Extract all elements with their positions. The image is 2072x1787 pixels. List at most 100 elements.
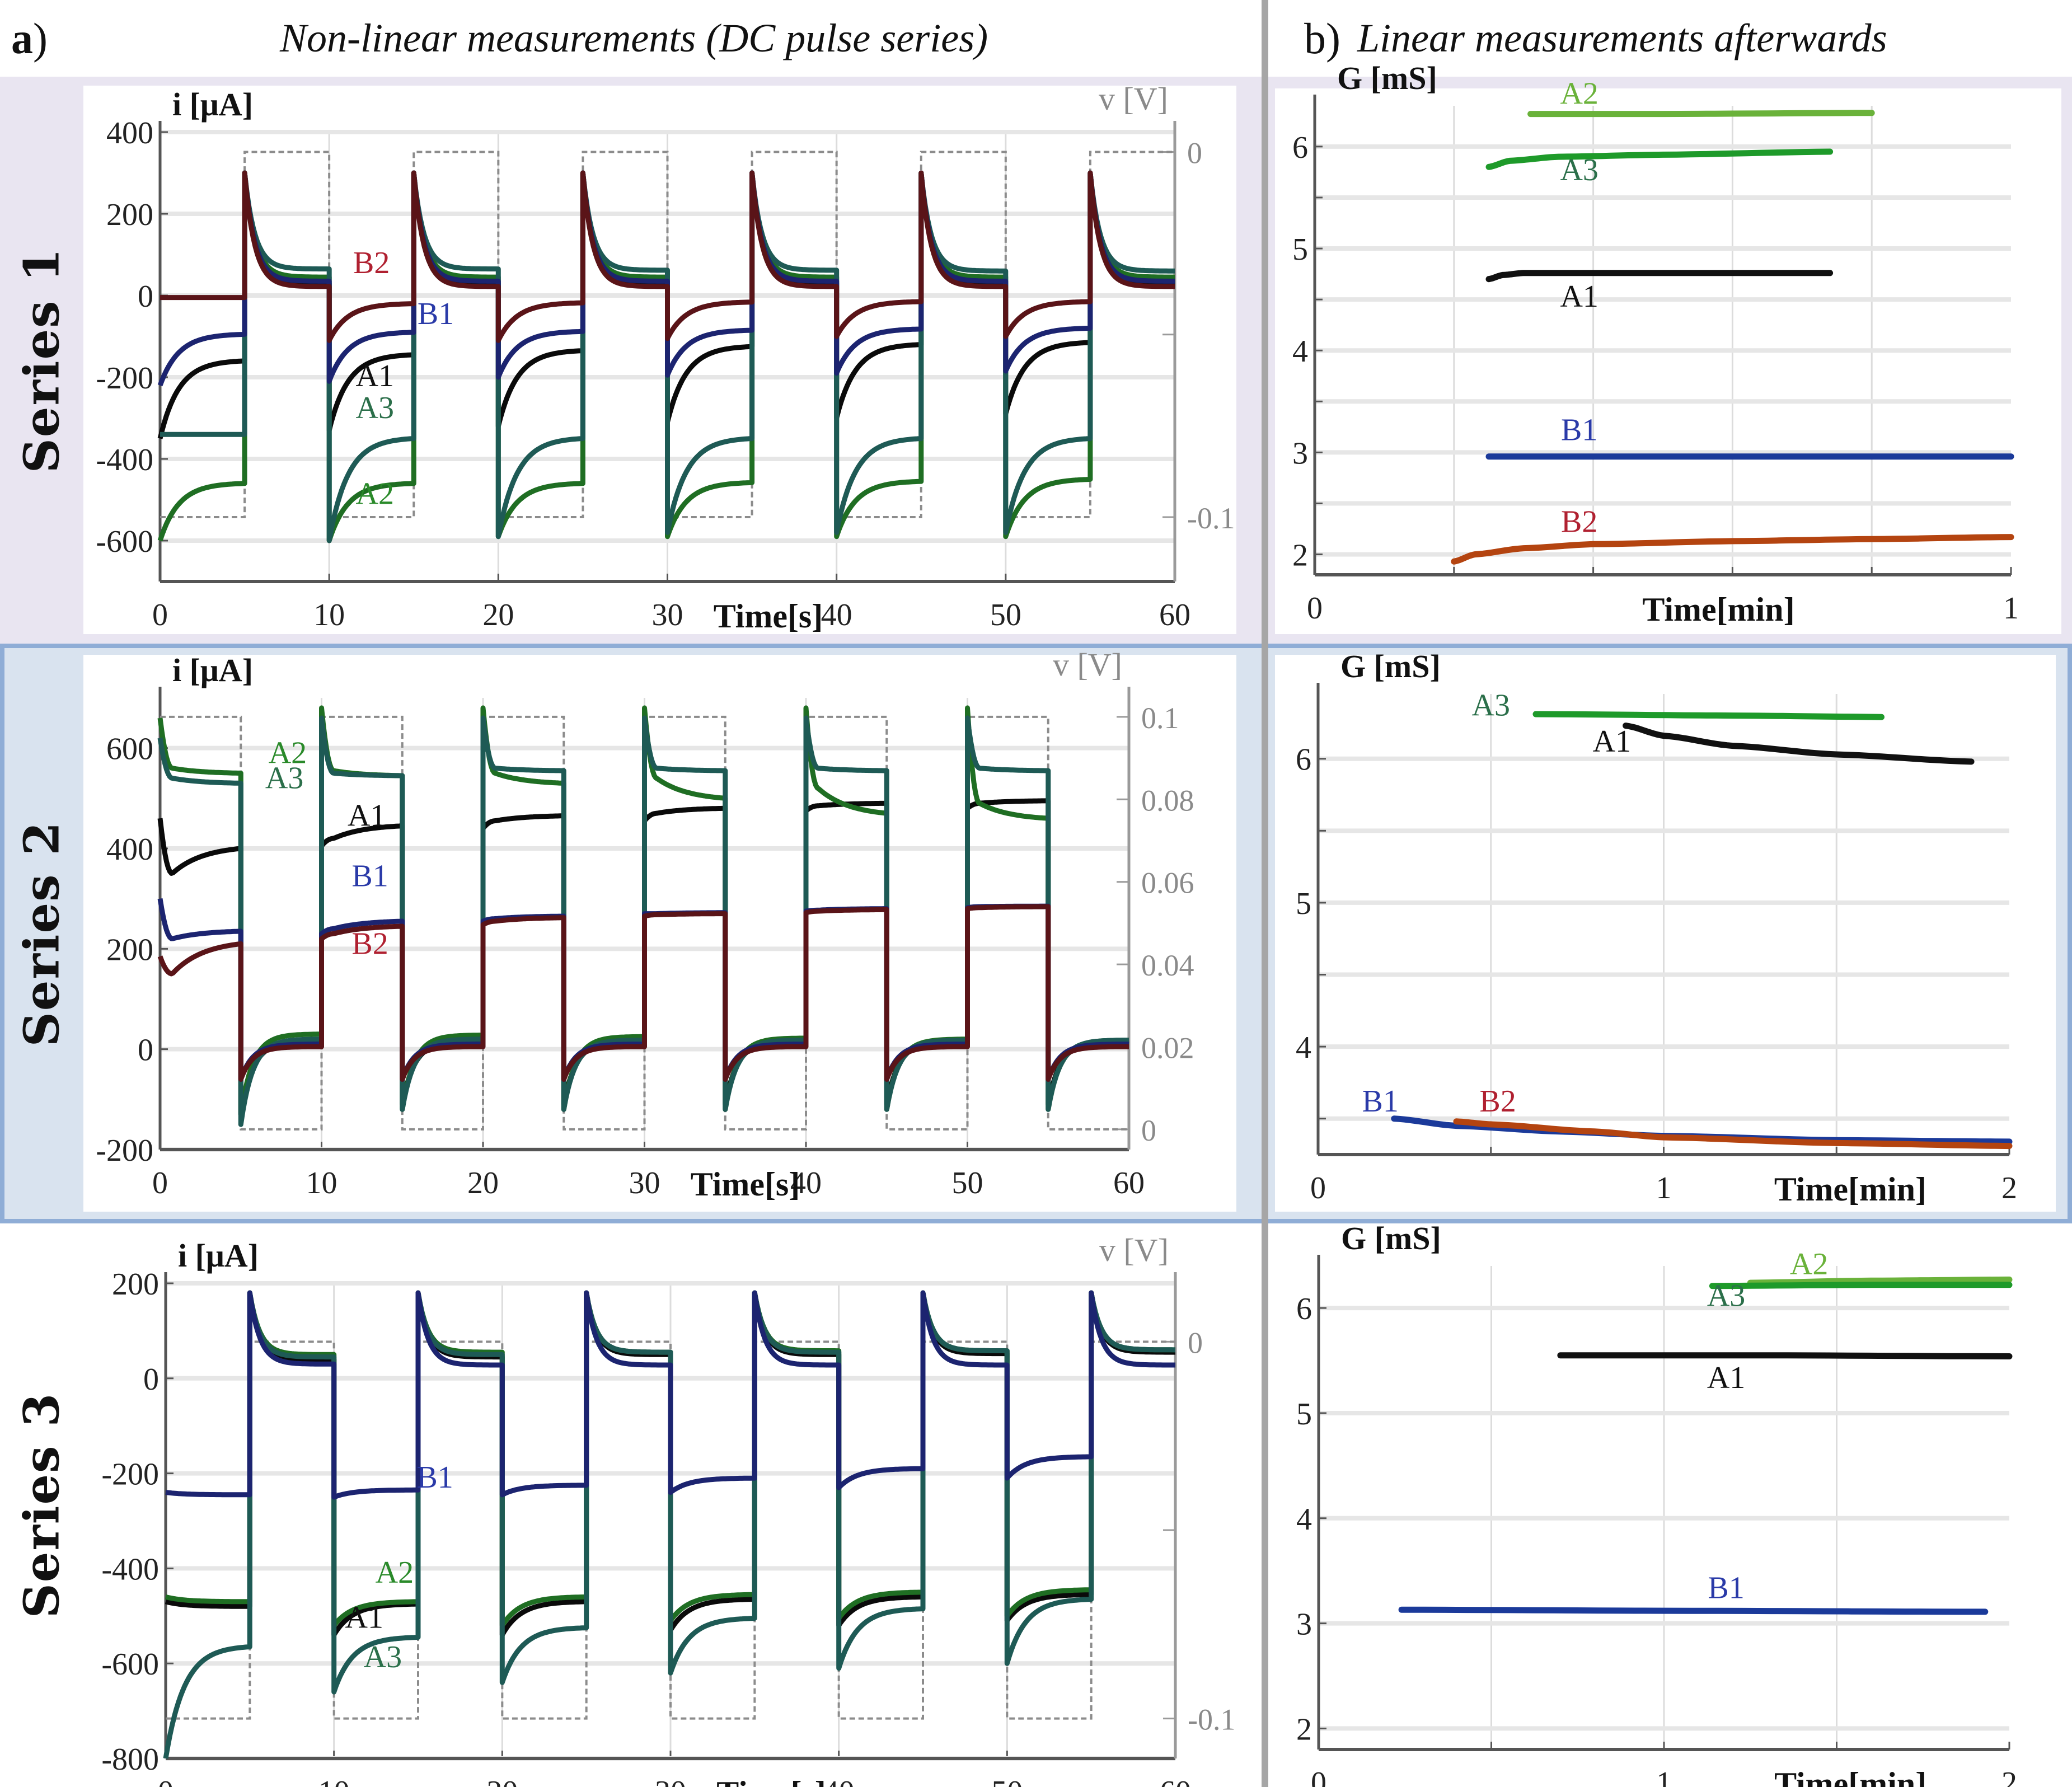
s1-conductance-y-axis-label: G [mS] bbox=[1337, 60, 1437, 96]
s3-current-xtick-label: 60 bbox=[1160, 1775, 1191, 1787]
s1-conductance-series-A1 bbox=[1485, 270, 1834, 283]
panel-a-paren: ) bbox=[33, 13, 48, 63]
s3-conductance-series-A3 bbox=[1709, 1282, 2013, 1289]
s1-conductance-x-axis-label: Time[min] bbox=[1642, 591, 1794, 628]
s3-conductance-label-A3: A3 bbox=[1707, 1278, 1745, 1313]
panel-b-paren: ) bbox=[1326, 13, 1340, 63]
panel-b-header: b) Linear measurements afterwards bbox=[1304, 0, 2071, 77]
panel-a-tag: a) bbox=[11, 13, 48, 64]
s1-current-ytick-label: 200 bbox=[106, 198, 153, 232]
s2-current-y2tick-label: 0.04 bbox=[1141, 949, 1194, 982]
s3-current-y-axis-label: i [μA] bbox=[178, 1237, 259, 1274]
s2-conductance-label-B1: B1 bbox=[1362, 1084, 1398, 1119]
s1-conductance-label-B1: B1 bbox=[1561, 413, 1597, 448]
s1-conductance-ytick-label: 4 bbox=[1292, 334, 1308, 369]
s1-conductance-label-B2: B2 bbox=[1561, 504, 1597, 539]
s3-current-ytick-label: 0 bbox=[143, 1362, 159, 1397]
s1-current-ytick-label: -400 bbox=[96, 443, 153, 477]
s2-conductance-series-A1 bbox=[1623, 723, 1975, 765]
s1-current-voltage-trace bbox=[160, 151, 1175, 519]
s3-current-series-B1 bbox=[165, 1290, 1176, 1500]
s3-conductance-axes: 0 1 2 2 3 4 5 6 G [mS] Time[min] bbox=[1296, 1220, 2017, 1787]
s3-current-ytick-label: 200 bbox=[112, 1267, 159, 1302]
s1-conductance-series-B2 bbox=[1451, 534, 2014, 565]
s3-current-xtick-label: 30 bbox=[655, 1775, 686, 1787]
s2-current-xtick-label: 30 bbox=[629, 1166, 660, 1200]
s1-current-xtick-label: 10 bbox=[313, 598, 345, 632]
s2-current-ytick-label: 0 bbox=[138, 1033, 153, 1068]
s2-current-y2tick-label: 0.02 bbox=[1141, 1031, 1194, 1064]
panel-divider bbox=[1262, 0, 1268, 1787]
s1-conductance-series-A3 bbox=[1485, 148, 1834, 170]
s1-current-ytick-label: 400 bbox=[106, 116, 153, 151]
s2-current-x-axis-label: Time[s] bbox=[691, 1166, 800, 1203]
s3-conductance-y-axis-label: G [mS] bbox=[1341, 1220, 1441, 1256]
s1-current-line-B2 bbox=[160, 170, 1175, 343]
s3-conductance-line-A2 bbox=[1747, 1276, 2013, 1286]
s1-conductance-ytick-label: 6 bbox=[1292, 130, 1308, 165]
s3-conductance-xtick-label: 0 bbox=[1311, 1766, 1326, 1787]
s1-current-y2tick-label: 0 bbox=[1187, 136, 1202, 170]
panel-a-title: Non-linear measurements (DC pulse series… bbox=[279, 16, 988, 60]
s1-current-xtick-label: 50 bbox=[990, 598, 1021, 632]
s3-current-ytick-label: -400 bbox=[101, 1552, 159, 1587]
s1-conductance-xtick-label: 0 bbox=[1307, 591, 1323, 626]
s3-current-xtick-label: 40 bbox=[823, 1775, 855, 1787]
s2-current-y2tick-label: 0.06 bbox=[1141, 866, 1194, 900]
s2-current-line-B2 bbox=[157, 904, 1129, 1082]
s2-conductance-series-B2 bbox=[1453, 1118, 2013, 1150]
s2-current-label-A2: A2 bbox=[269, 736, 307, 771]
s2-conductance-xtick-label: 2 bbox=[2001, 1171, 2017, 1206]
s2-current-label-B1: B1 bbox=[351, 859, 388, 893]
s2-current-xtick-label: 20 bbox=[467, 1166, 499, 1200]
s2-current-series-B2 bbox=[157, 904, 1129, 1082]
s2-conductance-label-B2: B2 bbox=[1479, 1084, 1516, 1119]
s2-current-y2tick-label: 0.1 bbox=[1141, 701, 1179, 735]
s2-conductance-line-A1 bbox=[1623, 723, 1975, 765]
s1-conductance-ytick-label: 3 bbox=[1292, 436, 1308, 471]
s3-current-xtick-label: 10 bbox=[318, 1775, 350, 1787]
s3-current-ytick-label: -600 bbox=[101, 1647, 159, 1682]
s3-conductance-xtick-label: 2 bbox=[2001, 1766, 2017, 1787]
s3-current-label-A2: A2 bbox=[376, 1555, 414, 1590]
panel-b-title: Linear measurements afterwards bbox=[1357, 16, 1887, 60]
s2-current-label-A1: A1 bbox=[348, 799, 386, 833]
s3-current-xtick-label: 50 bbox=[991, 1775, 1023, 1787]
s2-current-y-axis-label: i [μA] bbox=[172, 652, 253, 688]
s1-conductance-ytick-label: 2 bbox=[1292, 538, 1308, 573]
s3-conductance-series-A1 bbox=[1557, 1352, 2013, 1359]
s3-current-label-A3: A3 bbox=[364, 1640, 402, 1675]
s2-conductance-ytick-label: 4 bbox=[1296, 1030, 1311, 1065]
s2-current-ytick-label: 400 bbox=[106, 832, 153, 867]
s2-current-xtick-label: 0 bbox=[152, 1166, 168, 1200]
s3-conductance-label-A1: A1 bbox=[1707, 1361, 1745, 1395]
series-3-band bbox=[0, 1223, 2072, 1787]
s3-current-y2tick-label: -0.1 bbox=[1188, 1703, 1235, 1737]
s2-current-xtick-label: 10 bbox=[306, 1166, 337, 1200]
s3-conductance-line-A1 bbox=[1557, 1352, 2013, 1359]
s3-conductance-ytick-label: 4 bbox=[1296, 1502, 1312, 1537]
s1-current-ytick-label: -600 bbox=[96, 524, 153, 559]
s3-conductance-label-B1: B1 bbox=[1708, 1571, 1744, 1606]
s1-conductance-label-A1: A1 bbox=[1560, 279, 1598, 314]
s1-current-xtick-label: 0 bbox=[152, 598, 168, 632]
s3-conductance-series-B1 bbox=[1398, 1606, 1989, 1615]
s2-current-y2tick-label: 0.08 bbox=[1141, 784, 1194, 817]
s1-current-series-B2 bbox=[160, 170, 1175, 343]
s2-conductance-xtick-label: 1 bbox=[1656, 1171, 1672, 1206]
s2-conductance-xtick-label: 0 bbox=[1310, 1171, 1326, 1206]
s2-conductance-series-A3 bbox=[1532, 711, 1885, 720]
panel-b-letter: b bbox=[1304, 13, 1326, 63]
s1-current-x-axis-label: Time[s] bbox=[714, 598, 823, 635]
s2-current-ytick-label: 600 bbox=[106, 732, 153, 767]
s2-current-label-B2: B2 bbox=[351, 926, 388, 961]
s2-conductance-x-axis-label: Time[min] bbox=[1774, 1171, 1926, 1208]
s3-conductance-line-A3 bbox=[1709, 1282, 2013, 1289]
s2-current-y2-axis-label: v [V] bbox=[1053, 646, 1122, 683]
s1-current-xtick-label: 20 bbox=[482, 598, 514, 632]
s1-conductance-line-A2 bbox=[1527, 110, 1875, 118]
s3-conductance-x-axis-label: Time[min] bbox=[1774, 1766, 1926, 1787]
s2-conductance-label-A1: A1 bbox=[1593, 724, 1631, 759]
s3-conductance-line-B1 bbox=[1398, 1606, 1989, 1615]
s1-current-voltage-line bbox=[160, 151, 1175, 519]
